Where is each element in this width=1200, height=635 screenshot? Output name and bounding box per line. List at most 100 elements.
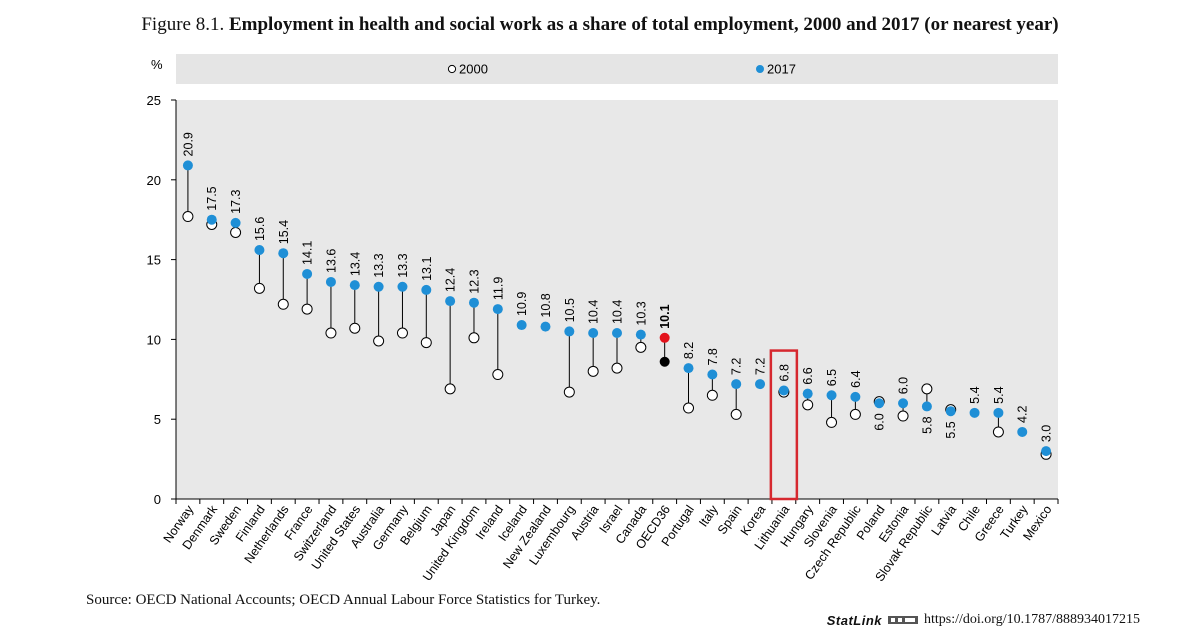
point-2000 bbox=[802, 399, 814, 411]
data-label-2017: 10.4 bbox=[611, 300, 625, 324]
point-2000 bbox=[230, 226, 242, 238]
data-label-2017: 6.0 bbox=[873, 413, 887, 430]
statlink-url[interactable]: https://doi.org/10.1787/888934017215 bbox=[924, 612, 1140, 627]
point-2017 bbox=[898, 398, 909, 409]
point-2017 bbox=[802, 388, 813, 399]
data-label-2017: 12.4 bbox=[444, 268, 458, 292]
point-2000 bbox=[349, 322, 361, 334]
data-label-2017: 10.5 bbox=[563, 298, 577, 322]
data-label-2017: 6.5 bbox=[825, 369, 839, 386]
point-2000 bbox=[563, 386, 575, 398]
point-2017 bbox=[755, 379, 766, 390]
point-2000 bbox=[897, 410, 909, 422]
point-2017 bbox=[778, 385, 789, 396]
legend-label-2017: 2017 bbox=[767, 62, 796, 77]
point-2017 bbox=[182, 160, 193, 171]
point-2017 bbox=[302, 268, 313, 279]
data-label-2017: 13.3 bbox=[372, 253, 386, 277]
plot-background bbox=[176, 100, 1058, 499]
highlight-box bbox=[769, 349, 799, 501]
data-label-2017: 6.6 bbox=[801, 367, 815, 384]
point-2000 bbox=[921, 383, 933, 395]
data-label-2017: 5.8 bbox=[920, 416, 934, 433]
point-2000 bbox=[420, 337, 432, 349]
point-2000 bbox=[468, 332, 480, 344]
point-2017 bbox=[588, 328, 599, 339]
data-label-2017: 8.2 bbox=[682, 342, 696, 359]
data-label-2017: 10.4 bbox=[587, 300, 601, 324]
y-tick-label: 25 bbox=[147, 93, 161, 108]
point-2000 bbox=[325, 327, 337, 339]
point-2017 bbox=[564, 326, 575, 337]
y-tick-label: 20 bbox=[147, 173, 161, 188]
data-label-2017: 10.8 bbox=[539, 293, 553, 317]
figure-title: Employment in health and social work as … bbox=[228, 14, 1059, 35]
point-2017 bbox=[397, 281, 408, 292]
point-2000 bbox=[182, 211, 194, 223]
data-label-2017: 6.8 bbox=[777, 364, 791, 381]
data-label-2017: 14.1 bbox=[301, 241, 315, 265]
data-label-2017: 13.3 bbox=[396, 253, 410, 277]
point-2017 bbox=[349, 280, 360, 291]
data-label-2017: 17.3 bbox=[229, 190, 243, 214]
point-2017 bbox=[492, 304, 503, 315]
point-2000 bbox=[253, 282, 265, 294]
data-label-2017: 5.4 bbox=[992, 386, 1006, 403]
legend-background bbox=[176, 54, 1058, 84]
data-label-2017: 10.3 bbox=[634, 301, 648, 325]
data-label-2017: 5.4 bbox=[968, 386, 982, 403]
point-2000 bbox=[992, 426, 1004, 438]
point-2017 bbox=[1017, 426, 1028, 437]
point-2000 bbox=[730, 408, 742, 420]
point-2017 bbox=[206, 214, 217, 225]
point-2017 bbox=[945, 406, 956, 417]
statlink-brand: StatLink bbox=[826, 612, 883, 628]
data-label-2017: 7.2 bbox=[730, 358, 744, 375]
point-2000 bbox=[373, 335, 385, 347]
point-2000 bbox=[683, 402, 695, 414]
point-2017 bbox=[731, 379, 742, 390]
y-tick-label: 10 bbox=[147, 332, 161, 347]
point-2017 bbox=[254, 245, 265, 256]
point-2000 bbox=[396, 327, 408, 339]
source-note: Source: OECD National Accounts; OECD Ann… bbox=[86, 592, 601, 608]
point-2000 bbox=[492, 369, 504, 381]
data-label-2017: 6.4 bbox=[849, 370, 863, 387]
data-label-2017: 5.5 bbox=[944, 421, 958, 438]
point-2017 bbox=[921, 401, 932, 412]
point-2017 bbox=[850, 391, 861, 402]
data-label-2017: 12.3 bbox=[467, 269, 481, 293]
legend-marker-2017 bbox=[756, 65, 764, 73]
point-2017 bbox=[540, 321, 551, 332]
point-2000 bbox=[587, 365, 599, 377]
y-tick-label: 5 bbox=[154, 412, 161, 427]
point-2017 bbox=[826, 390, 837, 401]
y-axis-label: % bbox=[151, 57, 163, 72]
point-2017 bbox=[278, 248, 289, 259]
point-2017 bbox=[969, 407, 980, 418]
point-2017 bbox=[421, 284, 432, 295]
point-2017 bbox=[707, 369, 718, 380]
data-label-2017: 7.8 bbox=[706, 348, 720, 365]
point-2000 bbox=[849, 408, 861, 420]
point-2017 bbox=[325, 276, 336, 287]
statlink[interactable]: StatLink https://doi.org/10.1787/8889340… bbox=[827, 612, 1140, 628]
chart-title: Figure 8.1. Employment in health and soc… bbox=[0, 14, 1200, 36]
point-2000 bbox=[659, 356, 670, 367]
y-tick-label: 15 bbox=[147, 253, 161, 268]
point-2000 bbox=[706, 389, 718, 401]
point-2017 bbox=[874, 398, 885, 409]
point-2017 bbox=[445, 296, 456, 307]
point-2000 bbox=[635, 341, 647, 353]
point-2017 bbox=[659, 332, 670, 343]
point-2017 bbox=[230, 217, 241, 228]
figure-number: Figure 8.1. bbox=[141, 14, 225, 35]
point-2017 bbox=[516, 320, 527, 331]
point-2000 bbox=[301, 303, 313, 315]
data-label-2017: 10.1 bbox=[658, 304, 672, 328]
data-label-2017: 17.5 bbox=[205, 186, 219, 210]
x-tick-label: Latvia bbox=[929, 503, 960, 538]
point-2017 bbox=[373, 281, 384, 292]
data-label-2017: 20.9 bbox=[181, 132, 195, 156]
